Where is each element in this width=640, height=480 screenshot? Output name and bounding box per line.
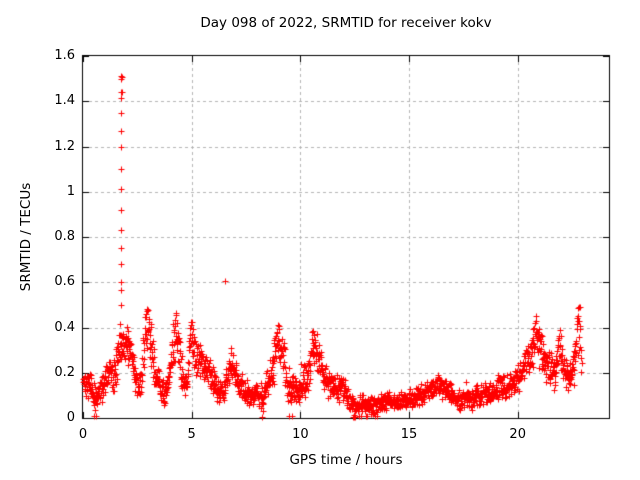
y-tick-label: 0.8 [54,229,75,244]
x-tick-label: 10 [292,427,309,442]
y-tick-label: 1 [66,183,75,199]
y-tick-label: 1.6 [54,48,75,63]
y-tick-label: 0 [66,410,75,425]
x-tick-label: 0 [78,427,88,442]
x-axis-label: GPS time / hours [289,452,403,468]
y-tick-label: 0.2 [54,364,75,380]
y-tick-label: 1.2 [54,138,75,154]
y-tick-label: 1.4 [54,93,75,109]
y-tick-label: 0.6 [54,274,75,290]
chart-title: Day 098 of 2022, SRMTID for receiver kok… [200,15,492,31]
y-tick-label: 0.4 [54,319,75,335]
x-tick-label: 5 [187,427,196,442]
x-tick-label: 20 [509,427,526,442]
x-tick-label: 15 [400,427,418,442]
